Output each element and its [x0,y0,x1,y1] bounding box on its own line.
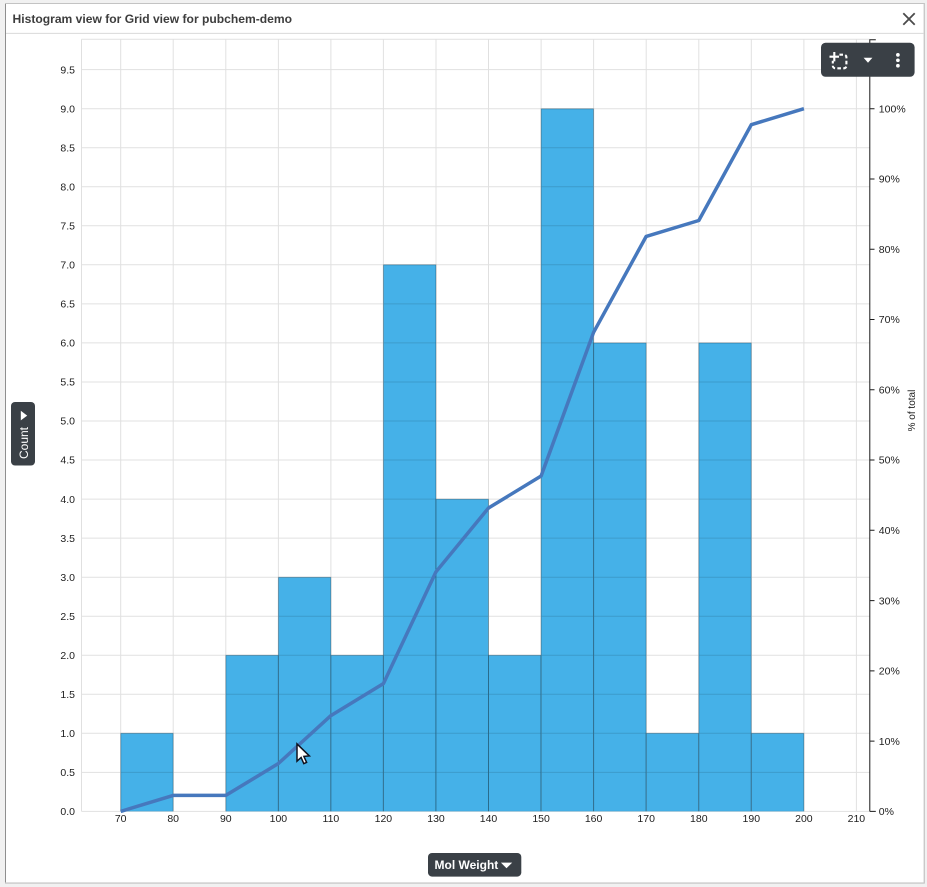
svg-text:130: 130 [427,813,445,825]
svg-text:110: 110 [323,813,340,825]
svg-text:50%: 50% [879,455,900,467]
svg-text:% of total: % of total [907,390,918,432]
svg-text:1.0: 1.0 [60,728,75,740]
svg-text:40%: 40% [879,525,900,537]
svg-text:Histogram view for Grid view f: Histogram view for Grid view for pubchem… [13,12,293,26]
svg-text:150: 150 [532,813,550,825]
svg-text:Mol Weight: Mol Weight [435,858,499,872]
svg-text:90%: 90% [879,174,900,186]
svg-text:9.0: 9.0 [60,103,75,115]
svg-text:4.0: 4.0 [60,494,75,506]
svg-text:60%: 60% [879,385,900,397]
svg-text:8.5: 8.5 [60,142,75,154]
svg-text:7.5: 7.5 [60,221,75,233]
svg-text:8.0: 8.0 [60,182,75,194]
svg-text:9.5: 9.5 [60,64,75,76]
svg-text:210: 210 [848,813,866,825]
svg-text:180: 180 [690,813,708,825]
svg-text:10%: 10% [879,736,900,748]
svg-text:3.0: 3.0 [60,572,75,584]
svg-text:2.5: 2.5 [60,611,75,623]
svg-text:7.0: 7.0 [60,260,75,272]
svg-text:5.0: 5.0 [60,416,75,428]
svg-text:100%: 100% [879,103,906,115]
svg-text:90: 90 [220,813,232,825]
svg-text:190: 190 [743,813,761,825]
svg-text:80%: 80% [879,244,900,256]
svg-text:120: 120 [375,813,393,825]
svg-text:6.5: 6.5 [60,299,75,311]
svg-text:0.5: 0.5 [60,767,75,779]
svg-text:100: 100 [270,813,288,825]
svg-text:0%: 0% [879,806,894,818]
svg-text:20%: 20% [879,666,900,678]
svg-text:3.5: 3.5 [60,533,75,545]
svg-text:2.0: 2.0 [60,650,75,662]
svg-text:5.5: 5.5 [60,377,75,389]
svg-text:6.0: 6.0 [60,338,75,350]
svg-text:0.0: 0.0 [60,806,75,818]
svg-text:70: 70 [115,813,127,825]
svg-text:170: 170 [637,813,655,825]
svg-text:30%: 30% [879,595,900,607]
svg-text:4.5: 4.5 [60,455,75,467]
svg-text:1.5: 1.5 [60,689,75,701]
svg-text:70%: 70% [879,314,900,326]
svg-text:140: 140 [480,813,498,825]
svg-text:160: 160 [585,813,603,825]
svg-text:80: 80 [167,813,179,825]
svg-text:200: 200 [795,813,813,825]
svg-text:Count: Count [17,426,31,459]
